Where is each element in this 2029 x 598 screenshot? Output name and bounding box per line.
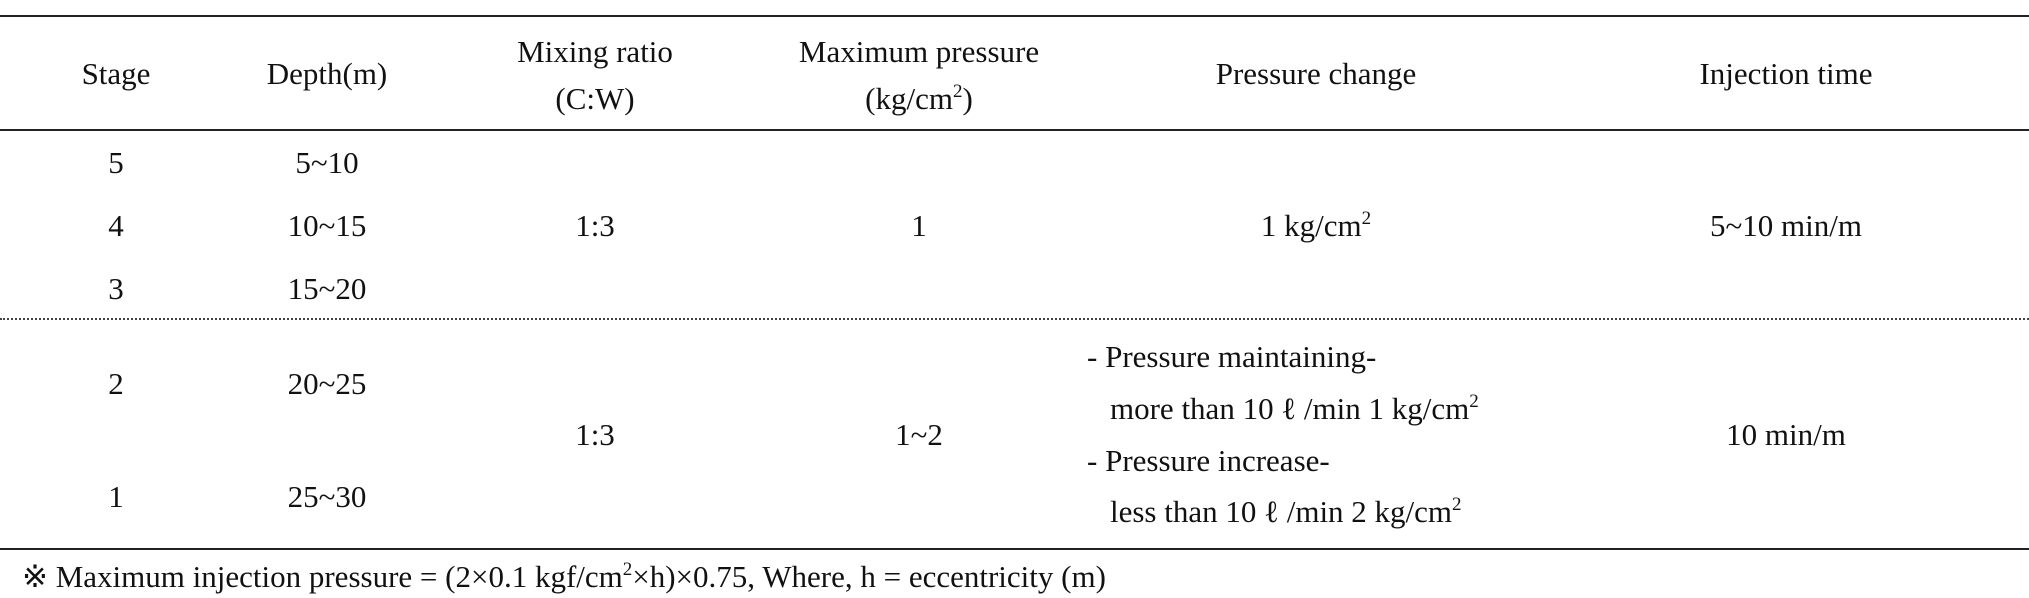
cell-line: - Pressure increase- (1087, 443, 1330, 478)
header-cell: Maximum pressure (798, 34, 1040, 69)
text: ※ Maximum injection pressure = (2×0.1 kg… (22, 559, 623, 594)
cell-line: more than 10 ℓ /min 1 kg/cm2 (1110, 391, 1479, 427)
cell-line: - Pressure maintaining- (1087, 339, 1377, 374)
superscript: 2 (1452, 494, 1462, 515)
footnote: ※ Maximum injection pressure = (2×0.1 kg… (22, 559, 1106, 595)
text: ×h)×0.75, Where, h = eccentricity (m) (632, 559, 1106, 594)
superscript: 2 (1469, 391, 1479, 412)
cell: 1~2 (895, 417, 943, 452)
text: 1 kg/cm (1260, 208, 1362, 243)
cell: 10 min/m (1726, 417, 1846, 452)
text: ) (962, 81, 973, 116)
cell: 1 (108, 479, 124, 514)
cell: 15~20 (287, 271, 367, 306)
superscript: 2 (622, 559, 633, 580)
cell: 1:3 (575, 208, 615, 243)
rule-bottom (0, 548, 2029, 550)
cell: 3 (108, 271, 124, 306)
rule-group (0, 318, 2029, 320)
superscript: 2 (952, 81, 963, 102)
cell: 2 (108, 366, 124, 401)
header-cell: Pressure change (1215, 56, 1417, 91)
rule-top (0, 15, 2029, 17)
cell: 5 (108, 145, 124, 180)
header-cell: Mixing ratio (517, 34, 673, 69)
cell: 20~25 (287, 366, 367, 401)
cell: 4 (108, 208, 124, 243)
cell: 5~10 min/m (1710, 208, 1862, 243)
header-cell: Depth(m) (266, 56, 388, 91)
text: more than 10 ℓ /min 1 kg/cm (1110, 391, 1470, 426)
cell-line: less than 10 ℓ /min 2 kg/cm2 (1110, 494, 1462, 530)
cell: 10~15 (287, 208, 367, 243)
text: less than 10 ℓ /min 2 kg/cm (1110, 494, 1453, 529)
cell: 25~30 (287, 479, 367, 514)
rule-header (0, 129, 2029, 131)
header-cell: Injection time (1699, 56, 1873, 91)
header-cell: (kg/cm2) (865, 81, 973, 117)
cell: 5~10 (295, 145, 359, 180)
cell: 1 (911, 208, 927, 243)
superscript: 2 (1361, 208, 1372, 229)
text: (kg/cm (865, 81, 953, 116)
cell: 1 kg/cm2 (1261, 208, 1371, 244)
header-cell: (C:W) (555, 81, 635, 116)
header-cell: Stage (81, 56, 151, 91)
cell: 1:3 (575, 417, 615, 452)
